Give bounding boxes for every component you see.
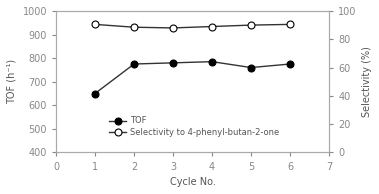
- TOF: [171, 62, 175, 64]
- TOF: [288, 63, 292, 65]
- Selectivity to 4-phenyl-butan-2-one: [93, 23, 97, 26]
- TOF: [249, 66, 253, 69]
- TOF: [132, 63, 136, 65]
- Y-axis label: TOF (h⁻¹): TOF (h⁻¹): [7, 59, 17, 104]
- Selectivity to 4-phenyl-butan-2-one: [171, 27, 175, 29]
- Selectivity to 4-phenyl-butan-2-one: [210, 25, 215, 28]
- Selectivity to 4-phenyl-butan-2-one: [249, 24, 253, 26]
- X-axis label: Cycle No.: Cycle No.: [170, 177, 216, 187]
- Legend: TOF, Selectivity to 4-phenyl-butan-2-one: TOF, Selectivity to 4-phenyl-butan-2-one: [110, 116, 279, 137]
- Line: TOF: TOF: [92, 58, 294, 97]
- Selectivity to 4-phenyl-butan-2-one: [132, 26, 136, 28]
- TOF: [210, 61, 215, 63]
- Line: Selectivity to 4-phenyl-butan-2-one: Selectivity to 4-phenyl-butan-2-one: [92, 21, 294, 31]
- Selectivity to 4-phenyl-butan-2-one: [288, 23, 292, 26]
- TOF: [93, 92, 97, 95]
- Y-axis label: Selectivity (%): Selectivity (%): [362, 46, 372, 117]
